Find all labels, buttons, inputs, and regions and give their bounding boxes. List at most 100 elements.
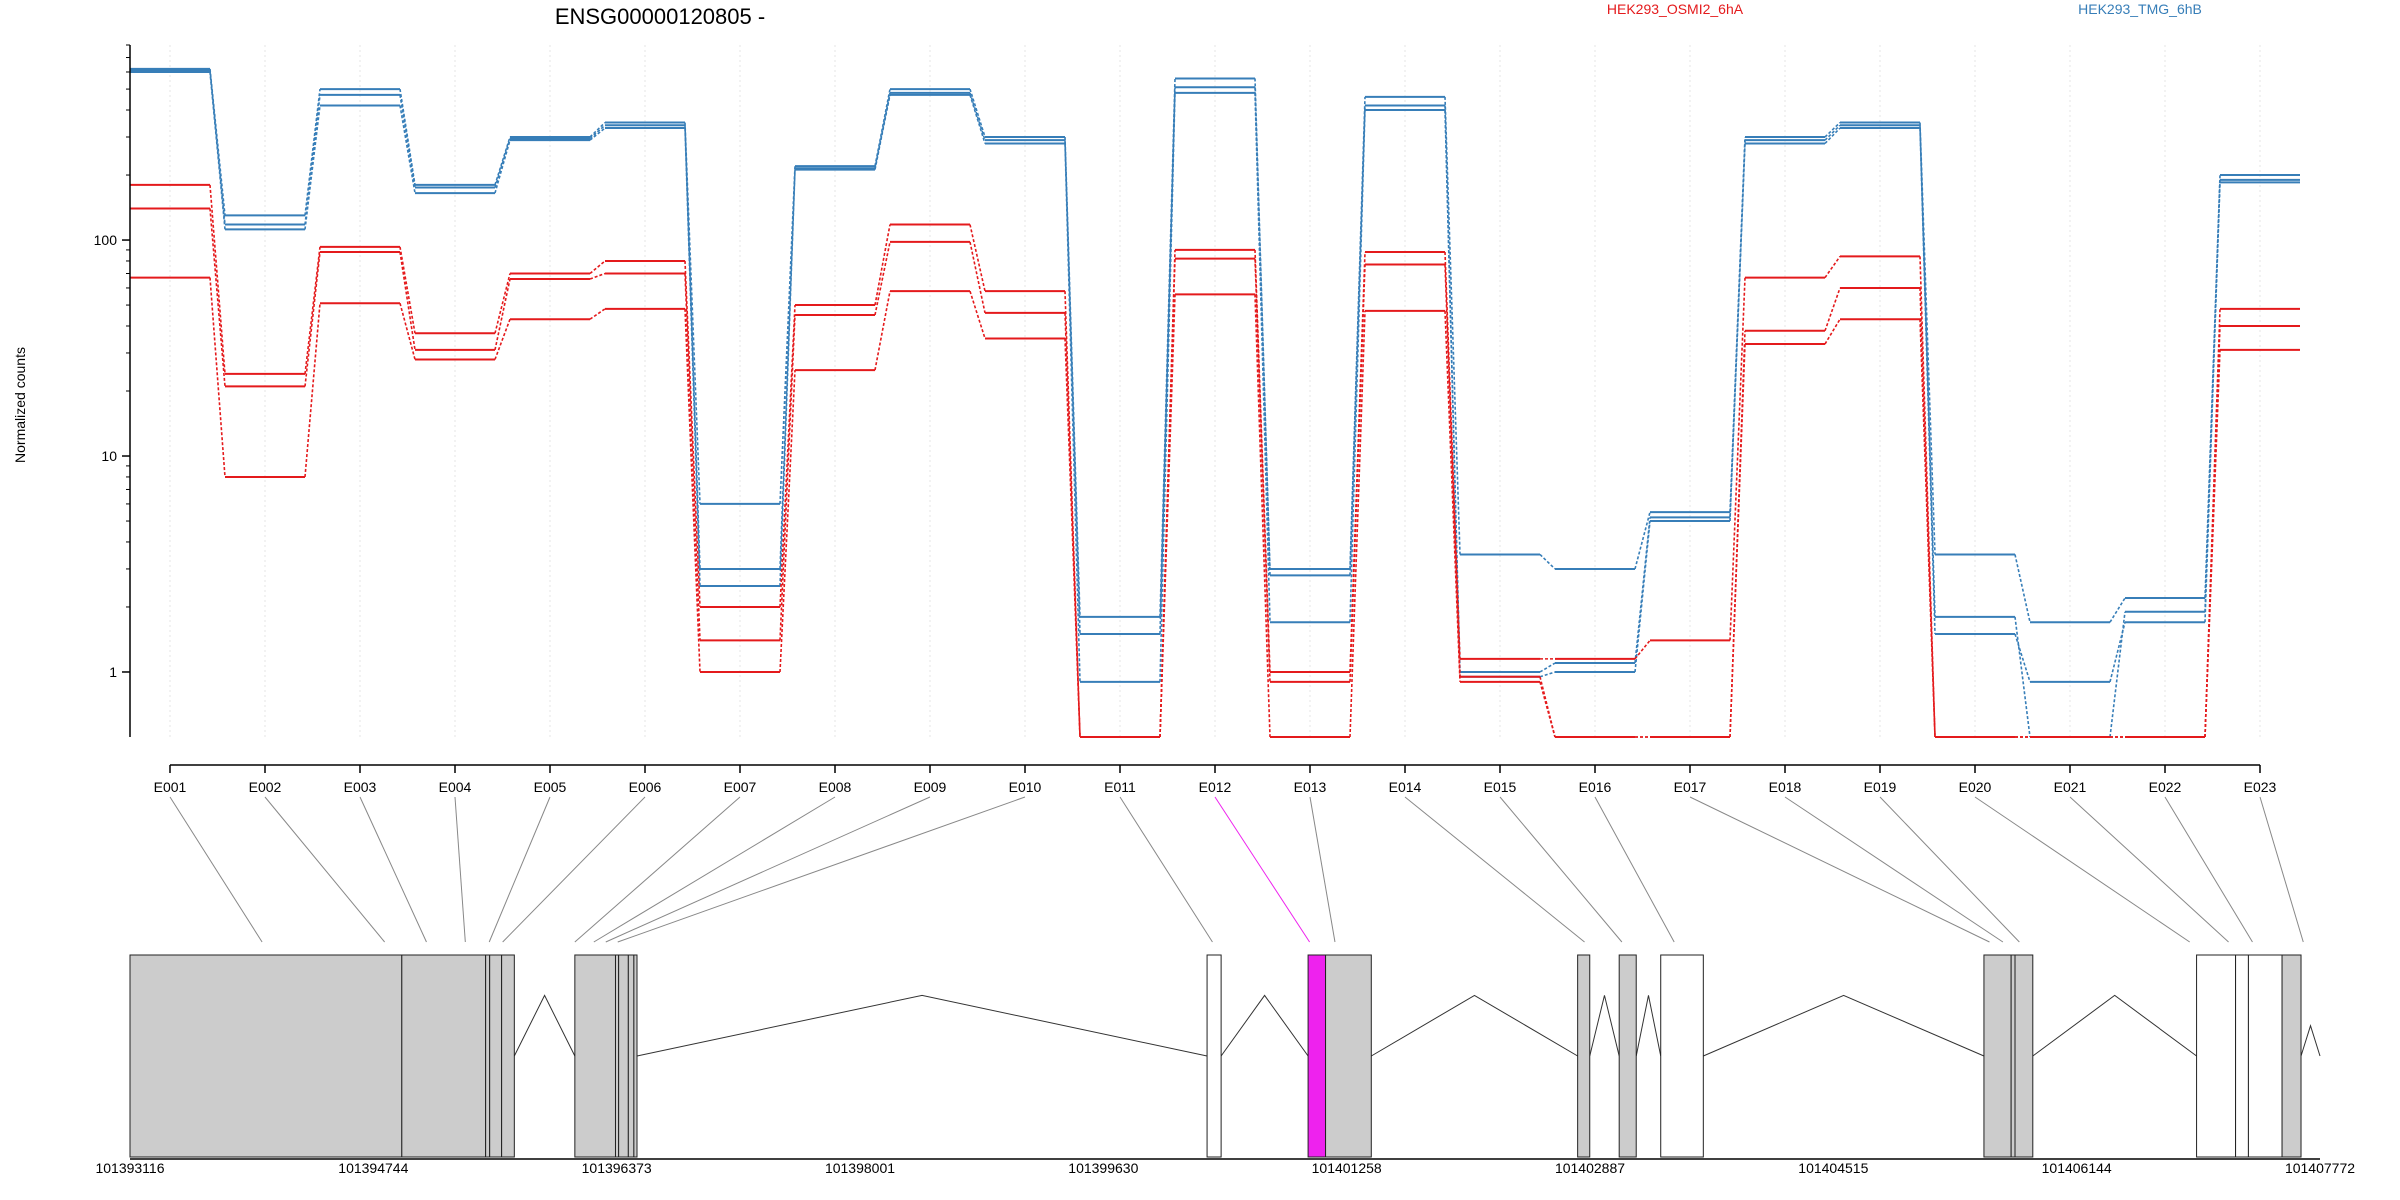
connector-E009 bbox=[969, 92, 986, 141]
connector-E013 bbox=[1349, 264, 1366, 682]
intron-line bbox=[2300, 1024, 2321, 1057]
intron-line bbox=[636, 994, 1208, 1057]
intron-line bbox=[1703, 994, 1985, 1057]
connector-E019 bbox=[1919, 128, 1936, 634]
connector-E014 bbox=[1444, 310, 1461, 682]
chart-title: ENSG00000120805 - bbox=[555, 4, 765, 29]
legend-entry-tmg: HEK293_TMG_6hB bbox=[2078, 1, 2202, 17]
connector-E014 bbox=[1444, 264, 1461, 677]
x-tick-label: E014 bbox=[1389, 779, 1422, 795]
x-tick-label: E012 bbox=[1199, 779, 1232, 795]
x-tick-label: E021 bbox=[2054, 779, 2087, 795]
genomic-tick-label: 101402887 bbox=[1555, 1160, 1625, 1176]
connector-E008 bbox=[874, 92, 891, 169]
connector-E015 bbox=[1539, 662, 1556, 673]
x-tick-label: E011 bbox=[1104, 779, 1136, 795]
exon-connector-E021 bbox=[2069, 796, 2229, 943]
x-tick-label: E007 bbox=[724, 779, 757, 795]
exon-box-E011 bbox=[1206, 954, 1222, 1158]
exon-connector-E008 bbox=[593, 796, 836, 943]
connector-E016 bbox=[1634, 520, 1651, 673]
exon-connector-E012 bbox=[1214, 796, 1310, 943]
genomic-tick-label: 101399630 bbox=[1068, 1160, 1138, 1176]
connector-E008 bbox=[874, 94, 891, 170]
connector-E013 bbox=[1349, 310, 1366, 738]
connector-E008 bbox=[874, 290, 891, 371]
connector-E002 bbox=[304, 251, 321, 387]
connector-E011 bbox=[1159, 92, 1176, 682]
y-tick-label: 100 bbox=[94, 232, 118, 248]
connector-E012 bbox=[1254, 258, 1271, 682]
connector-E013 bbox=[1349, 109, 1366, 623]
connector-E004 bbox=[494, 139, 511, 194]
connector-E004 bbox=[494, 273, 511, 334]
x-tick-label: E005 bbox=[534, 779, 567, 795]
connector-E003 bbox=[399, 251, 416, 351]
exon-connector-E002 bbox=[264, 796, 386, 943]
connector-E018 bbox=[1824, 318, 1841, 345]
connector-E005 bbox=[589, 124, 606, 140]
exon-box-E016 bbox=[1660, 954, 1704, 1158]
intron-line bbox=[1589, 995, 1620, 1057]
x-tick-label: E022 bbox=[2149, 779, 2182, 795]
intron-line bbox=[1220, 994, 1309, 1057]
connector-E020 bbox=[2014, 554, 2031, 623]
connector-E015 bbox=[1539, 681, 1556, 738]
connector-E022 bbox=[2204, 182, 2221, 623]
connector-E010 bbox=[1064, 140, 1081, 634]
connector-E008 bbox=[874, 241, 891, 316]
connector-E019 bbox=[1919, 125, 1936, 617]
exon-box-E020 bbox=[2196, 954, 2237, 1158]
connector-E012 bbox=[1254, 294, 1271, 738]
exon-box-E014 bbox=[1577, 954, 1591, 1158]
connector-E017 bbox=[1729, 343, 1746, 738]
connector-E006 bbox=[684, 122, 701, 504]
exon-box-E009 bbox=[627, 954, 635, 1158]
connector-E003 bbox=[399, 246, 416, 334]
connector-E012 bbox=[1254, 92, 1271, 623]
x-tick-label: E016 bbox=[1579, 779, 1612, 795]
genomic-tick-label: 101404515 bbox=[1798, 1160, 1868, 1176]
genomic-axis: 101393116 101394744 101396373 101398001 1013… bbox=[95, 1158, 2355, 1176]
exon-connector-E006 bbox=[502, 796, 646, 943]
exon-box-E001 bbox=[129, 954, 403, 1158]
connector-E001 bbox=[209, 71, 226, 230]
legend-entry-osmi2: HEK293_OSMI2_6hA bbox=[1607, 1, 1744, 17]
exon-connector-E017 bbox=[1689, 796, 1990, 943]
intron-line bbox=[1635, 995, 1662, 1057]
connector-E009 bbox=[969, 88, 986, 138]
connector-E006 bbox=[684, 273, 701, 641]
connector-E011 bbox=[1159, 87, 1176, 634]
connector-E002 bbox=[304, 246, 321, 374]
connector-E007 bbox=[779, 169, 796, 587]
x-tick-label: E002 bbox=[249, 779, 282, 795]
exon-connector-E003 bbox=[359, 796, 427, 943]
connector-E021 bbox=[2109, 622, 2126, 683]
connector-E018 bbox=[1824, 121, 1841, 138]
connector-E017 bbox=[1729, 277, 1746, 641]
exon-box-E012 bbox=[1307, 954, 1327, 1158]
exon-box-E015 bbox=[1618, 954, 1637, 1158]
connector-E002 bbox=[304, 94, 321, 225]
connector-E015 bbox=[1539, 553, 1556, 570]
x-tick-label: E018 bbox=[1769, 779, 1802, 795]
y-tick-label: 10 bbox=[101, 448, 117, 464]
connector-E007 bbox=[779, 370, 796, 673]
exon-box-E002 bbox=[401, 954, 487, 1158]
exon-box-E022 bbox=[2247, 954, 2283, 1158]
exon-connector-E005 bbox=[488, 796, 551, 943]
exon-connector-E009 bbox=[605, 796, 931, 943]
x-tick-label: E015 bbox=[1484, 779, 1517, 795]
exon-connector-E007 bbox=[574, 796, 741, 943]
connector-E018 bbox=[1824, 127, 1841, 145]
exon-connectors bbox=[169, 796, 2304, 943]
exon-box-E008 bbox=[618, 954, 629, 1158]
series-6 bbox=[130, 276, 2300, 738]
exon-connector-E023 bbox=[2259, 796, 2304, 943]
exon-box-E018 bbox=[2010, 954, 2016, 1158]
gene-model bbox=[129, 954, 2321, 1158]
genomic-tick-label: 101396373 bbox=[582, 1160, 652, 1176]
connector-E008 bbox=[874, 224, 891, 306]
connector-E015 bbox=[1539, 671, 1556, 678]
genomic-tick-label: 101398001 bbox=[825, 1160, 895, 1176]
